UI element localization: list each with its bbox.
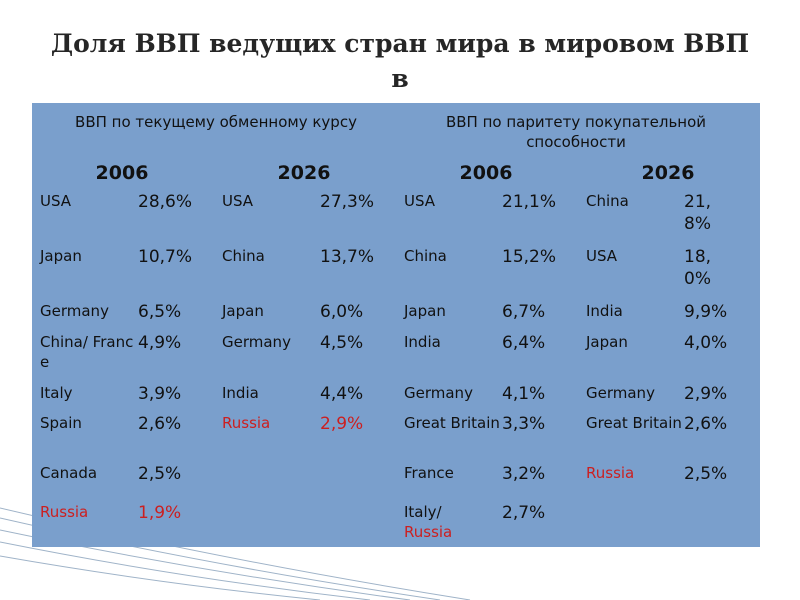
country-name-highlighted: Russia (404, 523, 453, 541)
share-cell: 4,0% (684, 333, 728, 353)
share-cell: 2,5% (684, 464, 728, 484)
share-cell: 27,3% (320, 192, 375, 212)
share-cell: 6,4% (502, 333, 546, 353)
country-cell-highlighted: Russia (40, 503, 89, 521)
country-cell: Japan (40, 247, 82, 265)
share-cell: 9,9% (684, 302, 728, 322)
country-cell: USA (586, 247, 618, 265)
share-cell: 6,5% (138, 302, 182, 322)
share-cell-highlighted: 1,9% (138, 503, 182, 523)
country-cell: Italy/ Russia (404, 502, 500, 542)
country-name: Italy/ (404, 503, 442, 521)
country-cell: Germany (40, 302, 109, 320)
share-cell: 28,6% (138, 192, 193, 212)
country-cell: Spain (40, 414, 82, 432)
country-cell-highlighted: Russia (222, 414, 271, 432)
share-cell: 15,2% (502, 247, 557, 267)
share-cell: 2,6% (684, 414, 728, 434)
country-cell: China (586, 192, 629, 210)
country-cell: Japan (222, 302, 264, 320)
country-cell: Germany (404, 384, 473, 402)
header-ppp: ВВП по паритету покупательной способност… (445, 113, 707, 151)
year-header-2026-ppp: 2026 (641, 162, 695, 184)
country-cell: USA (222, 192, 254, 210)
country-cell: China (222, 247, 265, 265)
country-cell: USA (404, 192, 436, 210)
column-ppp-2006: USA 21,1% China 15,2% Japan 6,7% India 6… (396, 191, 578, 547)
country-cell: India (404, 333, 441, 351)
share-cell: 6,0% (320, 302, 364, 322)
share-cell: 13,7% (320, 247, 375, 267)
country-cell: Canada (40, 464, 98, 482)
gdp-table: ВВП по текущему обменному курсу ВВП по п… (32, 103, 760, 547)
share-cell: 6,7% (502, 302, 546, 322)
share-cell: 2,9% (684, 384, 728, 404)
share-cell: 4,9% (138, 333, 182, 353)
country-cell: Great Britain (586, 414, 682, 432)
country-cell-highlighted: Russia (586, 464, 635, 482)
share-cell: 4,5% (320, 333, 364, 353)
column-exchange-2006: USA 28,6% Japan 10,7% Germany 6,5% China… (32, 191, 214, 547)
share-cell: 2,6% (138, 414, 182, 434)
country-cell: India (222, 384, 259, 402)
country-cell: Japan (586, 333, 628, 351)
column-exchange-2026: USA 27,3% China 13,7% Japan 6,0% Germany… (214, 191, 396, 547)
country-cell: Italy (40, 384, 73, 402)
year-header-2026-exchange: 2026 (277, 162, 331, 184)
column-ppp-2026: China 21,8% USA 18,0% India 9,9% Japan 4… (578, 191, 760, 547)
share-cell: 2,7% (502, 503, 546, 523)
country-cell: China (404, 247, 447, 265)
country-cell: India (586, 302, 623, 320)
share-cell: 3,2% (502, 464, 546, 484)
share-cell: 10,7% (138, 247, 193, 267)
share-cell: 4,1% (502, 384, 546, 404)
share-cell: 3,3% (502, 414, 546, 434)
header-exchange-rate: ВВП по текущему обменному курсу (75, 113, 357, 131)
country-cell: USA (40, 192, 72, 210)
share-cell: 3,9% (138, 384, 182, 404)
country-cell: Japan (404, 302, 446, 320)
country-cell: Germany (222, 333, 291, 351)
share-cell: 4,4% (320, 384, 364, 404)
title-line-1: Доля ВВП ведущих стран мира в мировом ВВ… (50, 29, 750, 93)
share-cell-highlighted: 2,9% (320, 414, 364, 434)
share-cell: 21,8% (684, 192, 712, 234)
country-cell: France (404, 464, 454, 482)
share-cell: 21,1% (502, 192, 557, 212)
share-cell: 18,0% (684, 247, 712, 289)
year-header-2006-exchange: 2006 (95, 162, 149, 184)
share-cell: 2,5% (138, 464, 182, 484)
country-cell: Germany (586, 384, 655, 402)
country-cell: Great Britain (404, 414, 500, 432)
year-header-2006-ppp: 2006 (459, 162, 513, 184)
country-cell: China/ France (40, 333, 134, 371)
